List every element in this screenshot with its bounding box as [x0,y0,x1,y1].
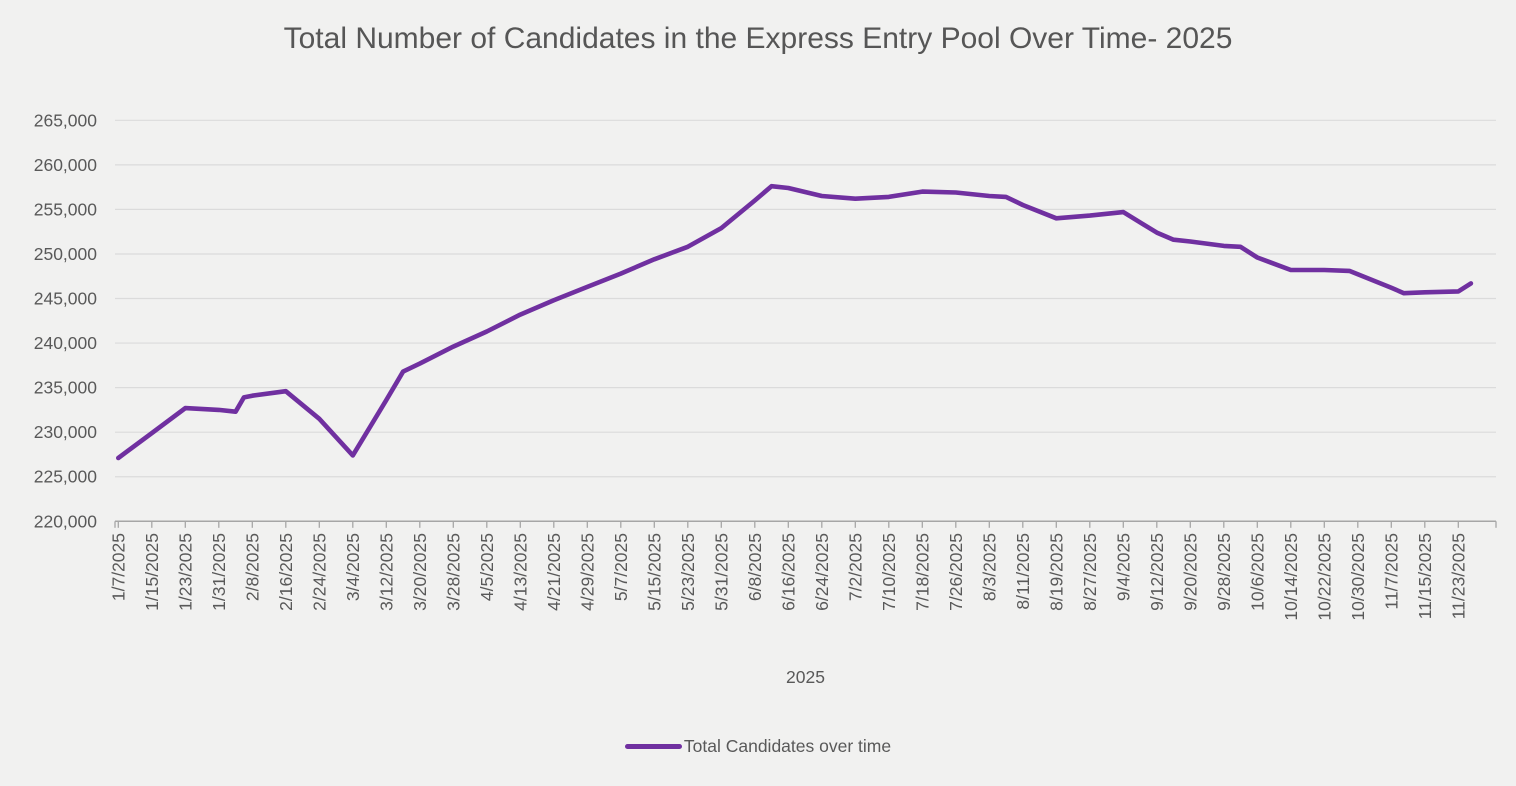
chart-title: Total Number of Candidates in the Expres… [283,22,1233,55]
x-tick-label: 9/12/2025 [1147,533,1167,611]
x-tick-label: 5/23/2025 [678,533,698,611]
x-tick-label: 4/13/2025 [510,533,530,611]
x-tick-label: 8/19/2025 [1046,533,1066,611]
x-tick-label: 3/4/2025 [343,533,363,601]
y-tick-label: 250,000 [34,244,98,264]
x-tick-label: 9/20/2025 [1180,533,1200,611]
x-tick-label: 1/23/2025 [175,533,195,611]
y-tick-label: 225,000 [34,467,98,487]
x-tick-label: 7/26/2025 [946,533,966,611]
x-tick-label: 5/31/2025 [711,533,731,611]
x-tick-label: 4/29/2025 [577,533,597,611]
y-tick-label: 240,000 [34,333,98,353]
x-tick-label: 6/16/2025 [778,533,798,611]
x-tick-label: 7/10/2025 [879,533,899,611]
x-tick-label: 3/28/2025 [443,533,463,611]
x-tick-label: 2/24/2025 [309,533,329,611]
legend-line-swatch-icon [624,744,682,749]
y-tick-label: 220,000 [34,511,98,531]
x-tick-label: 7/2/2025 [845,533,865,601]
x-tick-label: 11/23/2025 [1448,533,1468,619]
y-tick-label: 245,000 [34,289,98,309]
series-line [116,183,1474,461]
x-tick-label: 8/3/2025 [979,533,999,601]
x-tick-label: 2/8/2025 [242,533,262,601]
y-tick-label: 255,000 [34,199,98,219]
x-axis-title: 2025 [786,667,825,687]
y-tick-label: 265,000 [34,110,98,130]
x-tick-label: 8/27/2025 [1080,533,1100,611]
x-tick-label: 1/15/2025 [142,533,162,611]
x-tick-label: 10/30/2025 [1348,533,1368,621]
x-tick-label: 2/16/2025 [276,533,296,611]
x-tick-label: 9/28/2025 [1214,533,1234,611]
x-tick-label: 6/8/2025 [745,533,765,601]
x-tick-label: 6/24/2025 [812,533,832,611]
x-tick-label: 10/14/2025 [1281,533,1301,621]
x-tick-label: 11/7/2025 [1381,533,1401,610]
x-tick-label: 11/15/2025 [1415,533,1435,619]
legend-label: Total Candidates over time [683,736,892,756]
y-tick-label: 230,000 [34,422,98,442]
x-tick-label: 5/15/2025 [644,533,664,611]
x-tick-label: 3/20/2025 [410,533,430,611]
legend: Total Candidates over time [0,736,1516,757]
x-tick-label: 5/7/2025 [611,533,631,601]
x-tick-label: 10/6/2025 [1247,533,1267,611]
x-tick-label: 7/18/2025 [912,533,932,611]
x-tick-label: 9/4/2025 [1113,533,1133,601]
x-tick-label: 3/12/2025 [376,533,396,611]
x-tick-label: 4/5/2025 [477,533,497,601]
y-tick-label: 260,000 [34,155,98,175]
x-tick-label: 10/22/2025 [1314,533,1334,621]
x-tick-label: 4/21/2025 [544,533,564,611]
y-tick-label: 235,000 [34,378,98,398]
x-tick-label: 1/7/2025 [108,533,128,601]
x-tick-label: 8/11/2025 [1013,533,1033,610]
x-tick-label: 1/31/2025 [209,533,229,611]
